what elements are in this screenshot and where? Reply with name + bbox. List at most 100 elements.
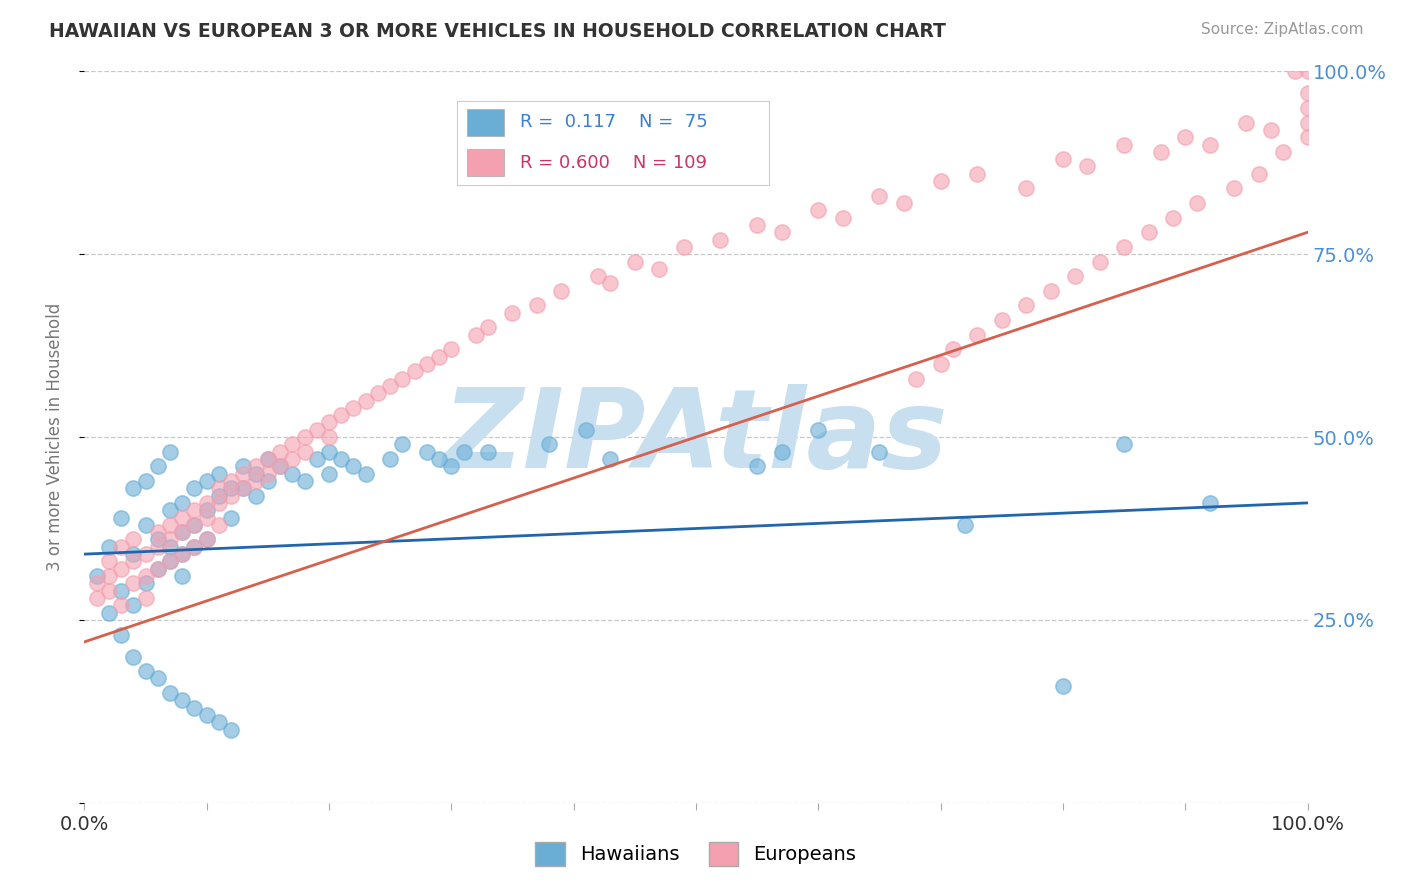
Point [172, 569, 194, 583]
Point [330, 452, 353, 467]
Point [97, 540, 120, 554]
Point [1114, 437, 1136, 451]
Point [86, 591, 108, 605]
Point [195, 510, 218, 524]
Point [550, 284, 572, 298]
Point [1114, 240, 1136, 254]
Point [122, 547, 145, 561]
Point [294, 444, 316, 458]
Point [219, 481, 242, 495]
Point [929, 357, 952, 371]
Point [183, 540, 205, 554]
Point [624, 254, 647, 268]
Point [257, 467, 280, 481]
Point [159, 686, 181, 700]
Point [318, 444, 340, 458]
Point [195, 533, 218, 547]
Point [953, 517, 976, 532]
Point [893, 196, 915, 211]
Point [1260, 123, 1282, 137]
Point [159, 533, 181, 547]
Point [232, 459, 254, 474]
Point [807, 203, 830, 218]
Point [172, 693, 194, 707]
Point [1015, 298, 1038, 312]
Point [183, 517, 205, 532]
Point [427, 350, 450, 364]
Point [110, 562, 132, 576]
Point [245, 467, 267, 481]
Point [648, 261, 671, 276]
Point [380, 379, 402, 393]
Point [195, 474, 218, 488]
Point [97, 583, 120, 598]
Point [1296, 130, 1319, 145]
Point [1076, 160, 1098, 174]
Y-axis label: 3 or more Vehicles in Household: 3 or more Vehicles in Household [45, 303, 63, 571]
Point [257, 452, 280, 467]
Point [318, 430, 340, 444]
Point [172, 525, 194, 540]
Point [342, 401, 364, 415]
Point [146, 533, 169, 547]
Point [294, 474, 316, 488]
Point [183, 481, 205, 495]
Point [122, 533, 145, 547]
Point [208, 517, 231, 532]
Point [219, 723, 242, 737]
Point [416, 357, 439, 371]
Point [575, 423, 598, 437]
Point [159, 444, 181, 458]
Point [354, 393, 377, 408]
Point [330, 408, 353, 422]
Point [367, 386, 389, 401]
Point [208, 489, 231, 503]
Point [195, 503, 218, 517]
Point [869, 188, 891, 202]
Point [1296, 101, 1319, 115]
Point [1137, 225, 1160, 239]
Point [281, 437, 304, 451]
Point [195, 708, 218, 723]
Point [269, 459, 291, 474]
Point [586, 269, 609, 284]
Point [416, 444, 439, 458]
Point [135, 576, 157, 591]
Point [183, 700, 205, 714]
Point [208, 481, 231, 495]
Point [770, 225, 793, 239]
Point [159, 554, 181, 568]
Point [991, 313, 1014, 327]
Point [831, 211, 853, 225]
Point [183, 540, 205, 554]
Point [245, 474, 267, 488]
Point [1223, 181, 1246, 195]
Point [146, 525, 169, 540]
Point [1247, 167, 1270, 181]
Point [172, 496, 194, 510]
Point [122, 554, 145, 568]
Point [318, 467, 340, 481]
Point [172, 547, 194, 561]
Point [219, 474, 242, 488]
Point [1064, 269, 1087, 284]
Point [86, 576, 108, 591]
Point [281, 452, 304, 467]
Point [599, 452, 621, 467]
Point [770, 444, 793, 458]
Point [869, 444, 891, 458]
Point [747, 218, 769, 232]
Point [208, 715, 231, 730]
Text: ZIPAtlas: ZIPAtlas [443, 384, 949, 491]
Point [709, 233, 731, 247]
Point [477, 320, 499, 334]
Text: Source: ZipAtlas.com: Source: ZipAtlas.com [1201, 22, 1364, 37]
Point [453, 444, 475, 458]
Point [257, 474, 280, 488]
Point [122, 576, 145, 591]
Point [354, 467, 377, 481]
Point [342, 459, 364, 474]
Point [135, 517, 157, 532]
Point [122, 649, 145, 664]
Point [245, 489, 267, 503]
